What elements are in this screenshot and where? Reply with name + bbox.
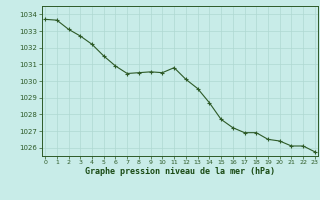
X-axis label: Graphe pression niveau de la mer (hPa): Graphe pression niveau de la mer (hPa) xyxy=(85,167,275,176)
